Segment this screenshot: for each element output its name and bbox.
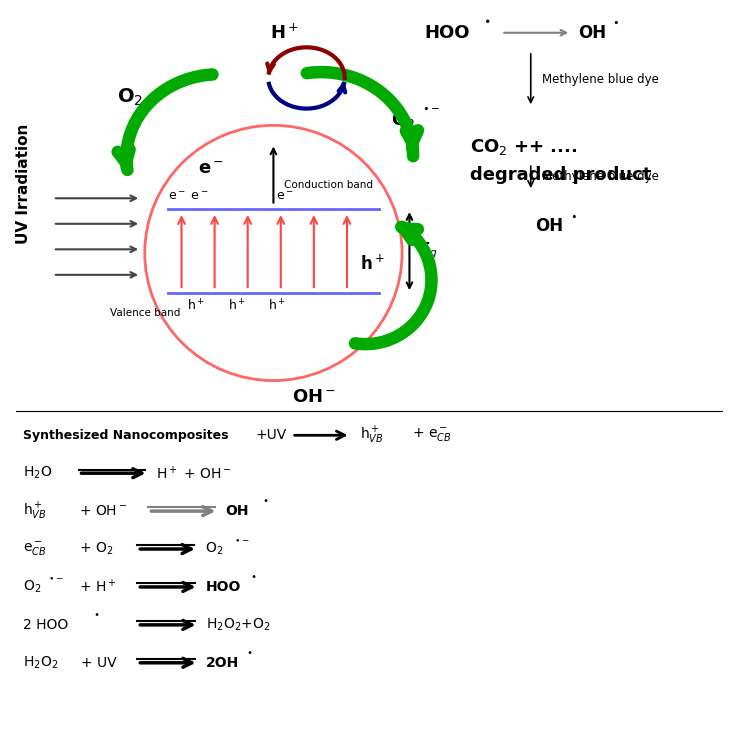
Text: $^\bullet$: $^\bullet$ bbox=[261, 498, 269, 512]
Text: H$_2$O$_2$+O$_2$: H$_2$O$_2$+O$_2$ bbox=[206, 616, 271, 633]
Text: e$^-$ e$^-$: e$^-$ e$^-$ bbox=[168, 190, 210, 203]
Text: OH$^-$: OH$^-$ bbox=[292, 388, 336, 406]
Text: h$^+_{VB}$: h$^+_{VB}$ bbox=[360, 425, 384, 446]
Text: $^{\bullet-}$: $^{\bullet-}$ bbox=[234, 536, 249, 549]
Text: + O$_2$: + O$_2$ bbox=[78, 541, 113, 557]
Text: +UV: +UV bbox=[255, 428, 286, 442]
Text: $^\bullet$: $^\bullet$ bbox=[610, 19, 619, 34]
Text: OH: OH bbox=[579, 23, 607, 42]
Text: $^\bullet$: $^\bullet$ bbox=[480, 17, 491, 35]
Text: Methylene blue dye: Methylene blue dye bbox=[542, 73, 658, 86]
Text: Conduction band: Conduction band bbox=[284, 180, 373, 190]
Text: H$^+$: H$^+$ bbox=[270, 23, 299, 42]
Text: H$_2$O$_2$: H$_2$O$_2$ bbox=[24, 654, 59, 671]
Text: $^\bullet$: $^\bullet$ bbox=[249, 573, 257, 587]
Text: E$_g$: E$_g$ bbox=[419, 241, 438, 261]
Text: UV Irradiation: UV Irradiation bbox=[16, 124, 31, 244]
Text: HOO: HOO bbox=[206, 580, 241, 594]
Text: + H$^+$: + H$^+$ bbox=[78, 578, 116, 596]
Text: CO$_2$ ++ ....: CO$_2$ ++ .... bbox=[470, 137, 578, 157]
Text: e$^-$: e$^-$ bbox=[198, 160, 224, 178]
Text: HOO: HOO bbox=[424, 23, 469, 42]
Text: O$_2$: O$_2$ bbox=[24, 579, 42, 595]
Text: $^\bullet$: $^\bullet$ bbox=[568, 213, 576, 228]
Text: + UV: + UV bbox=[80, 656, 117, 670]
Text: $^{\bullet-}$: $^{\bullet-}$ bbox=[48, 574, 63, 587]
Text: degraded product: degraded product bbox=[470, 166, 652, 184]
Text: H$^+$ + OH$^-$: H$^+$ + OH$^-$ bbox=[156, 465, 232, 482]
Text: Methylene blue dye: Methylene blue dye bbox=[542, 170, 658, 183]
Text: h$^+_{VB}$: h$^+_{VB}$ bbox=[24, 501, 47, 522]
Text: $^\bullet$: $^\bullet$ bbox=[91, 611, 100, 625]
Text: O$_2$: O$_2$ bbox=[205, 541, 224, 557]
Text: Valence band: Valence band bbox=[109, 308, 180, 318]
Text: e$^-_{CB}$: e$^-_{CB}$ bbox=[24, 540, 47, 558]
Text: + OH$^-$: + OH$^-$ bbox=[78, 504, 127, 518]
Text: h$^+$: h$^+$ bbox=[227, 299, 246, 314]
Text: e$^-$: e$^-$ bbox=[275, 190, 294, 203]
Text: + e$^-_{CB}$: + e$^-_{CB}$ bbox=[412, 427, 451, 444]
Text: 2 HOO: 2 HOO bbox=[24, 618, 69, 632]
Text: h$^+$: h$^+$ bbox=[187, 299, 205, 314]
Text: OH: OH bbox=[535, 217, 563, 235]
Text: $^{\bullet -}$: $^{\bullet -}$ bbox=[422, 105, 441, 120]
Text: h$^+$: h$^+$ bbox=[268, 299, 286, 314]
Text: $^\bullet$: $^\bullet$ bbox=[244, 649, 252, 663]
Text: O$_2$: O$_2$ bbox=[117, 87, 143, 108]
Text: 2OH: 2OH bbox=[206, 656, 239, 670]
Text: Synthesized Nanocomposites: Synthesized Nanocomposites bbox=[24, 429, 229, 442]
Text: H$_2$O: H$_2$O bbox=[24, 465, 52, 482]
Text: h$^+$: h$^+$ bbox=[360, 254, 385, 274]
Text: OH: OH bbox=[226, 504, 249, 518]
Text: O$_2$: O$_2$ bbox=[391, 110, 415, 130]
